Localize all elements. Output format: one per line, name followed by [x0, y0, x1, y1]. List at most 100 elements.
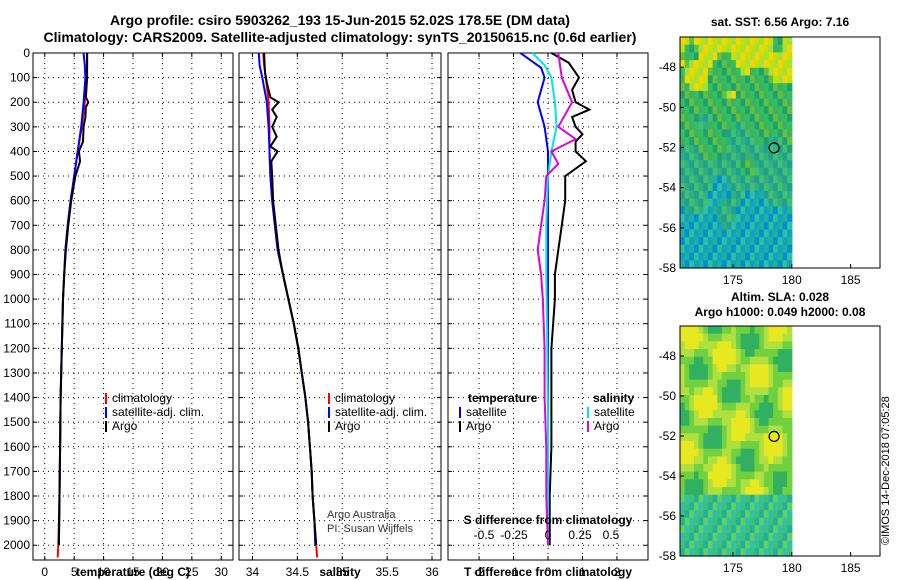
sst-map-cell [759, 260, 765, 269]
sla-map-cell [768, 326, 774, 335]
sst-map-cell [782, 67, 788, 77]
sla-map-cell [717, 349, 723, 358]
sla-map-cell [721, 433, 728, 442]
sst-map-cell [740, 244, 746, 254]
diff-xtick-label: 2 [614, 565, 621, 579]
temp-xtick-label: 20 [156, 565, 170, 579]
sla-map-cell [694, 533, 700, 542]
sst-map-ytick-label: -48 [659, 60, 677, 74]
sla-map-cell [782, 456, 788, 465]
sla-map-cell [768, 364, 774, 373]
sst-map-cell [698, 206, 704, 215]
sst-map-cell [712, 114, 718, 123]
sla-map-cell [712, 395, 718, 404]
sla-map-cell [721, 464, 728, 473]
sla-map-cell [749, 425, 756, 434]
sst-map-cell [749, 144, 756, 154]
sst-map-cell [731, 144, 737, 154]
sla-map-cell [731, 356, 737, 365]
sal-panel [238, 52, 442, 561]
sla-map-cell [763, 387, 770, 396]
sst-map-cell [759, 67, 765, 77]
sst-map-cell [712, 244, 718, 254]
sst-map-cell [754, 60, 760, 69]
sla-map-cell [689, 464, 695, 473]
sal-legend-label: climatology [335, 391, 395, 405]
sla-map-cell [703, 326, 709, 335]
sst-map-cell [773, 37, 779, 46]
sla-map-cell [759, 525, 765, 534]
sst-map-cell [763, 52, 770, 61]
sst-map-cell [777, 221, 784, 231]
sla-map-cell [689, 402, 695, 411]
sst-map-cell [707, 252, 714, 261]
sst-map-cell [731, 129, 737, 138]
sst-map-cell [721, 121, 728, 130]
sla-map-cell [717, 333, 723, 342]
sla-map-cell [698, 418, 704, 427]
sst-map-cell [735, 175, 742, 184]
sla-map-cell [735, 379, 742, 388]
sla-map-cell [684, 387, 690, 396]
sla-map-cell [740, 517, 746, 526]
sst-map-cell [707, 229, 714, 238]
diff-legend-temp-title: temperature [468, 391, 538, 405]
sst-map-cell [689, 206, 695, 215]
sst-map-cell [740, 206, 746, 215]
depth-tick-label: 1300 [3, 366, 30, 380]
sla-map-cell [749, 502, 756, 511]
sla-map-cell [787, 341, 793, 350]
sst-map-cell [707, 90, 714, 100]
sst-map-cell [707, 175, 714, 184]
sla-map-cell [745, 517, 751, 526]
sst-map-cell [680, 198, 686, 207]
sst-map-cell [777, 198, 784, 207]
sla-map-cell [680, 341, 686, 350]
sst-map-cell [787, 252, 793, 261]
sla-map-cell [726, 402, 732, 411]
sla-map-cell [740, 494, 746, 503]
sla-map-cell [680, 356, 686, 365]
sla-map-cell [721, 479, 728, 488]
sst-map-cell [759, 152, 765, 161]
sst-map-cell [782, 60, 788, 69]
sla-map-cell [735, 510, 742, 519]
sst-map-profile-marker [768, 142, 780, 154]
sla-map-cell [777, 471, 784, 480]
sst-map-cell [754, 121, 760, 130]
sst-map-cell [694, 252, 700, 261]
sst-map-cell [749, 191, 756, 200]
sst-map-xtick-label: 185 [841, 273, 861, 287]
sst-map-cell [749, 214, 756, 223]
sst-map-cell [680, 60, 686, 69]
sla-map-cell [763, 525, 770, 534]
sst-map-cell [745, 60, 751, 69]
sst-map-cell [703, 237, 709, 246]
sla-map-cell [768, 517, 774, 526]
sla-map-cell [698, 349, 704, 358]
sla-map-cell [707, 525, 714, 534]
sla-map-cell [740, 326, 746, 335]
sla-map-cell [721, 425, 728, 434]
temp-xtick-label: 0 [41, 565, 48, 579]
sla-map-cell [712, 356, 718, 365]
sla-map-cell [689, 333, 695, 342]
sla-map-cell [735, 387, 742, 396]
sla-map-cell [680, 502, 686, 511]
sst-map-cell [707, 60, 714, 69]
sst-map-cell [735, 198, 742, 207]
sla-map-cell [773, 379, 779, 388]
sla-map-cell [717, 448, 723, 457]
sst-map-cell [703, 160, 709, 169]
sst-map-cell [717, 90, 723, 100]
sla-map-cell [689, 471, 695, 480]
sla-map-cell [782, 540, 788, 549]
sla-map-cell [777, 464, 784, 473]
sst-map-cell [680, 167, 686, 177]
sst-map-cell [694, 114, 700, 123]
sla-map-cell [754, 494, 760, 503]
sst-map-cell [763, 121, 770, 130]
sla-map-cell [754, 456, 760, 465]
sla-map-cell [684, 341, 690, 350]
sst-map-cell [689, 90, 695, 100]
